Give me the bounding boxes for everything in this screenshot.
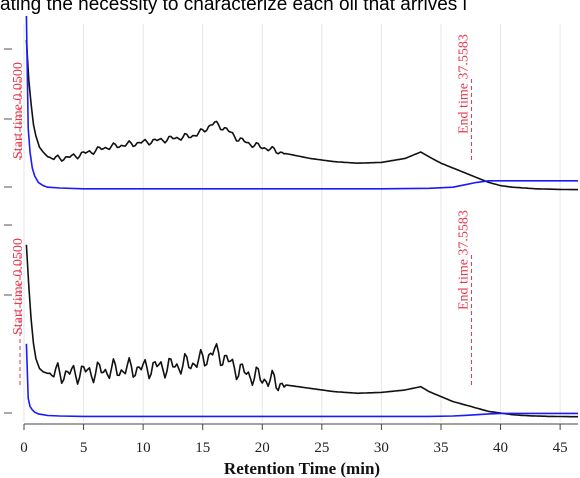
panel-top: Start time 0.0500 End time 37.5583	[4, 15, 578, 191]
caption-text: ating the necessity to characterize each…	[0, 0, 467, 15]
black-trace-top	[25, 39, 578, 191]
x-tick-label: 40	[493, 440, 508, 456]
grid-lines	[23, 24, 561, 422]
x-tick-label: 0	[20, 440, 28, 456]
black-trace-bottom	[25, 244, 578, 418]
panel-bottom: Start time 0.0500 End time 37.5583	[4, 210, 578, 418]
start-time-label: Start time 0.0500	[11, 62, 26, 159]
blue-trace-bottom	[25, 343, 578, 418]
x-tick-label: 10	[136, 440, 151, 456]
x-tick-label: 35	[433, 440, 448, 456]
x-tick-label: 5	[80, 440, 88, 456]
x-axis-title: Retention Time (min)	[224, 459, 380, 478]
x-axis: 0 5 10 15 20 25 30 35 40 45	[20, 423, 578, 456]
x-tick-label: 45	[553, 440, 568, 456]
x-tick-label: 30	[374, 440, 389, 456]
start-time-label: Start time 0.0500	[11, 238, 26, 335]
x-tick-label: 15	[195, 440, 210, 456]
end-time-label: End time 37.5583	[456, 210, 471, 310]
x-tick-label: 20	[255, 440, 270, 456]
end-time-label: End time 37.5583	[456, 34, 471, 134]
blue-trace-top	[25, 15, 578, 190]
x-tick-label: 25	[314, 440, 329, 456]
